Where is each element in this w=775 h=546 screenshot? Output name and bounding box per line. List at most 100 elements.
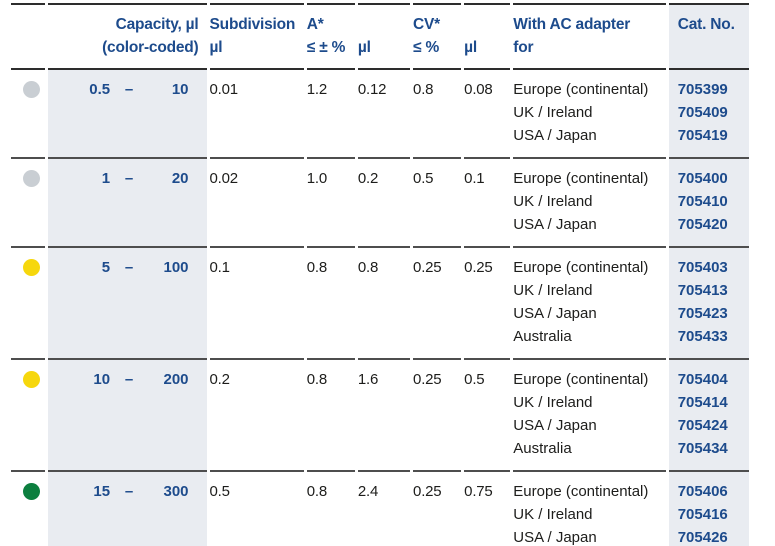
color-code-dot-green bbox=[23, 483, 40, 500]
accuracy-ul-cell: 2.4 bbox=[358, 472, 410, 546]
adapter-cell: Europe (continental) UK / Ireland USA / Ja… bbox=[513, 248, 666, 360]
capacity-range-cell: 0.5– 10 bbox=[48, 70, 207, 159]
cv-ul-cell: 0.08 bbox=[464, 70, 511, 159]
color-code-dot-gray bbox=[23, 170, 40, 187]
capacity-dash: – bbox=[124, 259, 134, 276]
header-cv-ul: µl bbox=[464, 3, 511, 70]
adapter-line: Australia bbox=[513, 440, 572, 457]
adapter-line: USA / Japan bbox=[513, 305, 597, 322]
capacity-range-cell: 10– 200 bbox=[48, 360, 207, 472]
capacity-range: 10– 200 bbox=[48, 368, 206, 391]
subdivision-cell: 0.2 bbox=[209, 360, 304, 472]
adapter-line: USA / Japan bbox=[513, 127, 597, 144]
header-accuracy-ul: µl bbox=[357, 3, 411, 70]
capacity-min: 5 bbox=[101, 259, 111, 276]
capacity-min: 15 bbox=[93, 483, 111, 500]
cat-no: 705420 bbox=[677, 216, 728, 233]
cat-no-cell: 705406705416705426705436 bbox=[668, 472, 749, 546]
header-accuracy-line1: A* bbox=[306, 16, 324, 33]
accuracy-pct-cell: 1.0 bbox=[306, 159, 355, 248]
capacity-dash: – bbox=[124, 81, 134, 98]
color-dot-cell bbox=[11, 248, 46, 360]
capacity-max: 100 bbox=[163, 259, 189, 276]
capacity-dash: – bbox=[124, 483, 134, 500]
color-code-dot-yellow bbox=[23, 371, 40, 388]
color-code-dot-gray bbox=[23, 81, 40, 98]
capacity-range: 5– 100 bbox=[48, 256, 206, 279]
pipette-spec-table: Capacity, µl (color-coded) Subdivision µ… bbox=[8, 3, 752, 546]
adapter-line: UK / Ireland bbox=[513, 193, 593, 210]
cv-pct-cell: 0.25 bbox=[413, 472, 461, 546]
accuracy-ul-cell: 0.8 bbox=[357, 248, 411, 360]
header-cat-no: Cat. No. bbox=[668, 3, 749, 70]
adapter-cell: Europe (continental) UK / Ireland USA / Ja… bbox=[513, 472, 665, 546]
adapter-line: USA / Japan bbox=[513, 529, 597, 546]
capacity-min: 1 bbox=[101, 170, 111, 187]
cat-no: 705426 bbox=[677, 529, 728, 546]
cat-no-cell: 705403 705413 705423 705433 bbox=[668, 248, 749, 360]
table-row: 15– 300 0.5 0.8 2.4 0.25 0.75 Europe (continent… bbox=[11, 472, 749, 546]
cat-no: 705403 bbox=[677, 259, 728, 276]
color-dot-cell bbox=[11, 360, 46, 472]
cat-no: 705399 bbox=[677, 81, 728, 98]
cat-no: 705433 bbox=[677, 328, 728, 345]
header-capacity: Capacity, µl (color-coded) bbox=[48, 3, 207, 70]
header-spacer bbox=[464, 13, 510, 36]
capacity-max: 200 bbox=[163, 371, 189, 388]
adapter-line: UK / Ireland bbox=[513, 104, 593, 121]
adapter-cell: Europe (continental) UK / Ireland USA / Ja… bbox=[513, 70, 666, 159]
header-subdivision: Subdivision µl bbox=[209, 3, 304, 70]
table-row: 0.5– 10 0.01 1.2 0.12 0.8 0.08 Europe (continen… bbox=[11, 70, 749, 159]
adapter-line: USA / Japan bbox=[513, 216, 597, 233]
cv-ul-cell: 0.5 bbox=[464, 360, 511, 472]
cv-pct-cell: 0.5 bbox=[413, 159, 462, 248]
header-cv-ul-label: µl bbox=[464, 39, 478, 56]
capacity-range: 15– 300 bbox=[48, 480, 206, 503]
subdivision-cell: 0.01 bbox=[209, 70, 304, 159]
header-capacity-line1: Capacity, µl bbox=[115, 16, 199, 33]
cat-no: 705413 bbox=[677, 282, 728, 299]
header-row: Capacity, µl (color-coded) Subdivision µ… bbox=[11, 3, 749, 70]
header-cat-no-label: Cat. No. bbox=[677, 16, 735, 33]
cat-no-cell: 705400 705410 705420 bbox=[668, 159, 749, 248]
capacity-min: 10 bbox=[93, 371, 111, 388]
cat-no: 705434 bbox=[677, 440, 728, 457]
adapter-line: UK / Ireland bbox=[513, 282, 593, 299]
adapter-line: Europe (continental) bbox=[513, 170, 649, 187]
color-dot-cell bbox=[11, 70, 46, 159]
cat-no: 705410 bbox=[677, 193, 728, 210]
adapter-line: Europe (continental) bbox=[513, 81, 649, 98]
accuracy-ul-cell: 0.12 bbox=[357, 70, 411, 159]
color-dot-cell bbox=[11, 159, 46, 248]
cv-pct-cell: 0.8 bbox=[413, 70, 462, 159]
table-row: 5–100 0.1 0.8 0.8 0.25 0.25 Europe (continenta… bbox=[11, 248, 749, 360]
cv-pct-cell: 0.25 bbox=[413, 360, 462, 472]
cat-no: 705416 bbox=[677, 506, 728, 523]
cat-no: 705419 bbox=[677, 127, 728, 144]
header-subdivision-line2: µl bbox=[209, 39, 223, 56]
header-accuracy-pct: A* ≤ ± % bbox=[306, 3, 355, 70]
header-capacity-line2: (color-coded) bbox=[102, 39, 199, 56]
cat-no: 705406 bbox=[677, 483, 728, 500]
table-row: 1– 20 0.02 1.0 0.2 0.5 0.1 Europe (continental)… bbox=[11, 159, 749, 248]
accuracy-pct-cell: 0.8 bbox=[306, 360, 355, 472]
capacity-dash: – bbox=[124, 371, 134, 388]
cat-no-cell: 705404 705414 705424 705434 bbox=[668, 360, 749, 472]
capacity-range-cell: 1– 20 bbox=[48, 159, 207, 248]
cat-no: 705423 bbox=[677, 305, 728, 322]
header-adapter: With AC adapter for bbox=[513, 3, 666, 70]
header-color-dot bbox=[11, 3, 46, 70]
header-cv-pct: CV* ≤ % bbox=[413, 3, 462, 70]
color-code-dot-yellow bbox=[23, 259, 40, 276]
header-cv-line1: CV* bbox=[413, 16, 441, 33]
capacity-max: 20 bbox=[171, 170, 189, 187]
adapter-cell: Europe (continental) UK / Ireland USA / Ja… bbox=[513, 159, 666, 248]
adapter-line: UK / Ireland bbox=[513, 394, 593, 411]
table-body: 0.5–10 0.01 1.2 0.12 0.8 0.08 Europe (continen… bbox=[11, 70, 749, 546]
subdivision-cell: 0.1 bbox=[209, 248, 304, 360]
cat-no: 705424 bbox=[677, 417, 728, 434]
header-spacer bbox=[358, 13, 410, 36]
adapter-line: UK / Ireland bbox=[513, 506, 593, 523]
cv-ul-cell: 0.1 bbox=[464, 159, 511, 248]
